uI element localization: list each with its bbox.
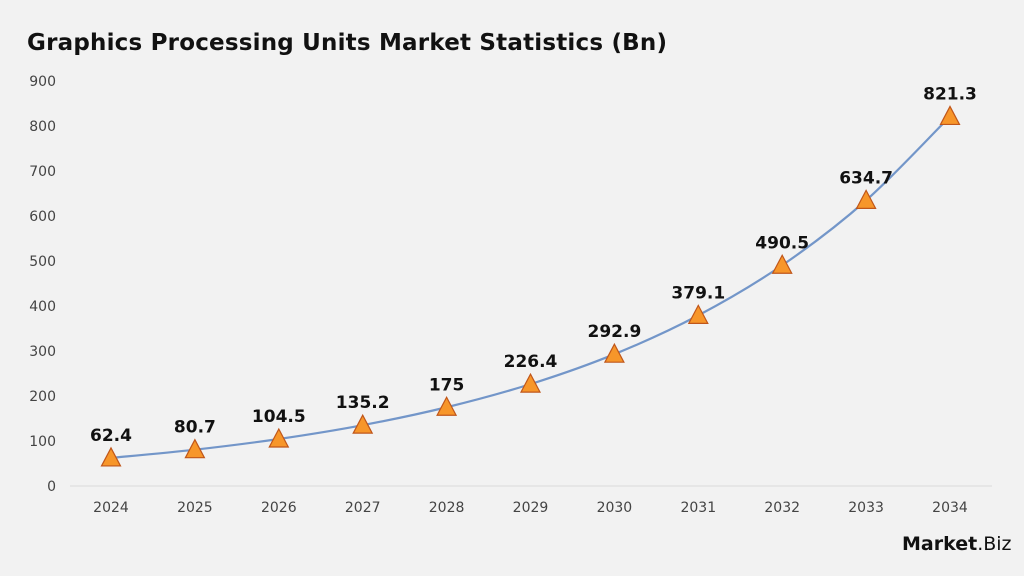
data-label: 80.7: [174, 418, 216, 438]
data-labels: 62.4 80.7 104.5 135.2 175 226.4 292.9 379.1 490.…: [90, 84, 977, 446]
triangle-marker: [939, 105, 961, 126]
x-tick-label: 2024: [93, 500, 129, 516]
triangle-marker: [855, 189, 877, 209]
y-tick-label: 900: [29, 74, 56, 90]
y-tick-label: 100: [29, 434, 56, 450]
y-tick-label: 800: [29, 119, 56, 135]
marketbiz-logo: Market.Biz: [902, 533, 1012, 555]
data-label: 104.5: [252, 407, 306, 427]
y-axis: 0 100 200 300 400 500 600 700 800 900: [29, 74, 56, 495]
data-label: 175: [429, 375, 465, 395]
triangle-marker: [352, 413, 374, 434]
logo-regular: .Biz: [977, 533, 1012, 555]
data-markers: [100, 105, 961, 467]
triangle-marker: [184, 438, 206, 459]
x-tick-label: 2026: [261, 500, 297, 516]
data-label: 62.4: [90, 426, 132, 446]
y-tick-label: 400: [29, 299, 56, 315]
triangle-marker: [520, 372, 541, 393]
data-label: 135.2: [336, 393, 390, 413]
data-label: 226.4: [504, 352, 558, 372]
data-label: 821.3: [923, 84, 977, 104]
triangle-marker: [603, 342, 625, 363]
y-tick-label: 300: [29, 344, 56, 360]
triangle-marker: [771, 253, 793, 274]
x-tick-label: 2027: [345, 500, 381, 516]
x-axis: 2024 2025 2026 2027 2028 2029 2030 2031 2032 2033…: [93, 500, 968, 516]
y-tick-label: 0: [47, 479, 56, 495]
x-tick-label: 2034: [932, 500, 968, 516]
x-tick-label: 2030: [597, 500, 633, 516]
x-tick-label: 2033: [848, 500, 884, 516]
x-tick-label: 2029: [513, 500, 549, 516]
x-tick-label: 2031: [680, 500, 716, 516]
logo-bold: Market: [902, 533, 978, 555]
chart-title: Graphics Processing Units Market Statist…: [27, 30, 668, 56]
x-tick-label: 2025: [177, 500, 213, 516]
data-label: 379.1: [671, 283, 725, 303]
x-tick-label: 2032: [764, 500, 800, 516]
data-label: 490.5: [755, 233, 809, 253]
triangle-marker: [100, 446, 122, 467]
y-tick-label: 700: [29, 164, 56, 180]
series-line: [110, 115, 951, 460]
triangle-marker: [436, 395, 458, 416]
x-tick-label: 2028: [429, 500, 465, 516]
y-tick-label: 200: [29, 389, 56, 405]
triangle-marker: [687, 304, 709, 325]
triangle-marker: [268, 427, 290, 448]
data-label: 634.7: [839, 168, 893, 188]
data-label: 292.9: [588, 322, 642, 342]
y-tick-label: 500: [29, 254, 56, 270]
y-tick-label: 600: [29, 209, 56, 225]
